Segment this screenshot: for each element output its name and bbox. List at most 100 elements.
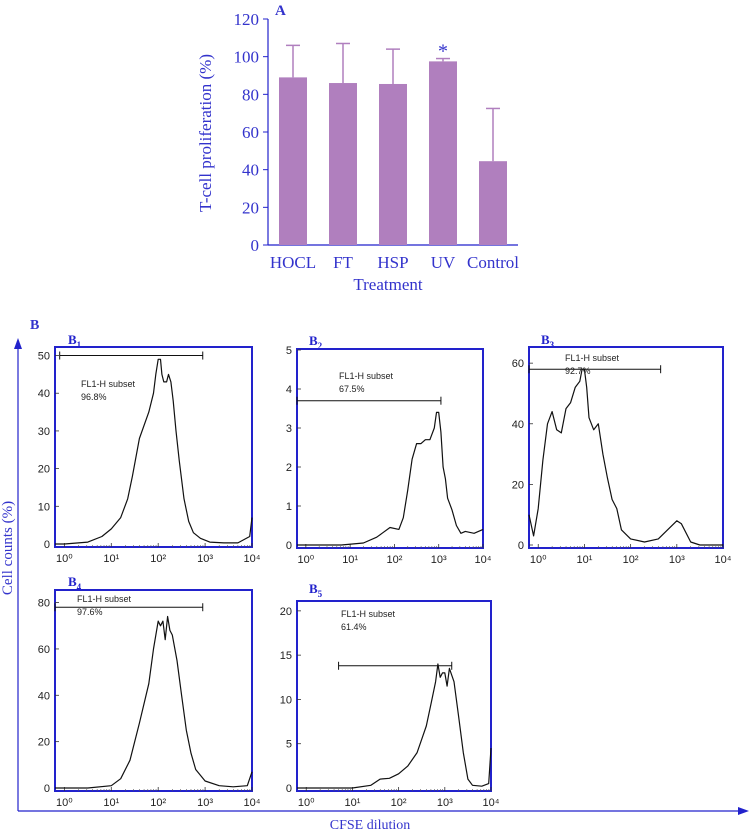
histogram-x-tick-label: 10⁰ <box>298 797 315 809</box>
histogram-title-subscript: 5 <box>318 589 323 599</box>
histogram-title-subscript: 3 <box>550 340 555 350</box>
histogram-x-tick-label: 10¹ <box>103 553 119 565</box>
histogram-x-tick-label: 10⁰ <box>530 554 547 566</box>
histogram-x-tick-label: 10⁴ <box>244 797 261 809</box>
histogram-x-tick-label: 10³ <box>431 554 447 566</box>
histogram-y-tick-label: 50 <box>38 351 50 363</box>
histogram-y-tick-label: 40 <box>512 419 524 431</box>
histogram-title: B2 <box>309 333 323 351</box>
panel-a-y-tick-label: 100 <box>234 48 260 67</box>
histogram-x-tick-label: 10⁴ <box>475 554 492 566</box>
histogram-y-tick-label: 80 <box>38 598 50 610</box>
panel-a-y-tick-label: 40 <box>242 161 259 180</box>
histogram-title: B1 <box>68 332 82 350</box>
panel-b-x-axis-title: CFSE dilution <box>330 818 411 831</box>
gate-label: FL1-H subset <box>565 353 620 363</box>
gate-percent: 61.4% <box>341 622 367 632</box>
histogram-x-tick-label: 10³ <box>197 553 213 565</box>
histogram-x-tick-label: 10⁴ <box>715 554 732 566</box>
histogram-y-tick-label: 0 <box>286 783 292 795</box>
histogram-frame <box>54 589 253 792</box>
histogram-y-tick-label: 30 <box>38 426 50 438</box>
gate-percent: 96.8% <box>81 392 107 402</box>
histogram-x-tick-label: 10¹ <box>576 554 592 566</box>
bar-hsp <box>379 83 407 245</box>
significance-marker: * <box>438 41 448 63</box>
histogram-y-tick-label: 0 <box>518 540 524 552</box>
histogram-y-tick-label: 20 <box>38 464 50 476</box>
histogram-x-tick-label: 10³ <box>669 554 685 566</box>
histogram-x-tick-label: 10¹ <box>344 797 360 809</box>
histogram-y-tick-label: 1 <box>286 501 292 513</box>
histogram-x-tick-label: 10⁰ <box>298 554 315 566</box>
panel-a-category-label: HSP <box>377 253 408 272</box>
gate-label: FL1-H subset <box>339 371 394 381</box>
histogram-y-tick-label: 60 <box>38 644 50 656</box>
histogram-y-tick-label: 5 <box>286 345 292 357</box>
histogram-trace <box>297 411 484 546</box>
panel-a-y-axis-title: T-cell proliferation (%) <box>196 54 215 212</box>
gate-percent: 97.6% <box>77 607 103 617</box>
gate-label: FL1-H subset <box>77 594 132 604</box>
bar-uv <box>429 61 457 245</box>
histogram-title: B5 <box>309 581 323 599</box>
histogram-x-tick-label: 10³ <box>197 797 213 809</box>
panel-a-category-label: FT <box>333 253 353 272</box>
histogram-y-tick-label: 4 <box>286 384 292 396</box>
histogram-y-tick-label: 40 <box>38 388 50 400</box>
bar-control <box>479 161 507 245</box>
histogram-title-letter: B <box>309 333 318 348</box>
panel-a-x-axis-title: Treatment <box>353 275 423 294</box>
histogram-frame <box>54 346 253 548</box>
histogram-y-tick-label: 0 <box>44 539 50 551</box>
panel-a-chart: 0 20 40 60 80 100 120 HOCL FT HSP UV * Control A Treat… <box>196 3 519 294</box>
histogram-y-tick-label: 2 <box>286 462 292 474</box>
histogram-title: B3 <box>541 332 555 350</box>
histogram-y-tick-label: 20 <box>38 737 50 749</box>
gate-percent: 92.7% <box>565 366 591 376</box>
gate-label: FL1-H subset <box>81 379 136 389</box>
histogram-x-tick-label: 10³ <box>437 797 453 809</box>
histogram-title-letter: B <box>68 332 77 347</box>
histogram-x-tick-label: 10¹ <box>342 554 358 566</box>
histogram-y-tick-label: 60 <box>512 358 524 370</box>
histogram-title-letter: B <box>309 581 318 596</box>
panel-b-y-arrow <box>14 338 22 349</box>
panel-a-category-label: Control <box>467 253 519 272</box>
histogram-y-tick-label: 15 <box>280 650 292 662</box>
histogram-x-tick-label: 10² <box>386 554 402 566</box>
histogram-trace <box>55 358 253 545</box>
histogram-y-tick-label: 0 <box>44 783 50 795</box>
histogram-y-tick-label: 5 <box>286 739 292 751</box>
panel-a-y-tick-label: 60 <box>242 123 259 142</box>
histogram-title-subscript: 1 <box>77 340 82 350</box>
panel-a-y-tick-label: 80 <box>242 85 259 104</box>
panel-b-label: B <box>30 318 39 333</box>
histogram-trace <box>55 615 253 789</box>
bar-ft <box>329 83 357 246</box>
histogram-x-tick-label: 10¹ <box>103 797 119 809</box>
histogram-x-tick-label: 10⁰ <box>56 553 73 565</box>
gate-label: FL1-H subset <box>341 609 396 619</box>
panel-b-x-arrow <box>738 807 749 815</box>
histogram-title-subscript: 4 <box>77 582 82 592</box>
histogram-title-subscript: 2 <box>318 341 323 351</box>
histogram-frame <box>528 346 724 549</box>
histogram-title-letter: B <box>541 332 550 347</box>
histogram-frame <box>296 600 492 792</box>
histogram-x-tick-label: 10² <box>391 797 407 809</box>
histogram-x-tick-label: 10⁰ <box>56 797 73 809</box>
panel-a-y-tick-label: 0 <box>251 236 260 255</box>
gate-percent: 67.5% <box>339 384 365 394</box>
histogram-x-tick-label: 10² <box>150 553 166 565</box>
panel-a-y-tick-label: 20 <box>242 198 259 217</box>
histogram-y-tick-label: 10 <box>38 501 50 513</box>
histogram-y-tick-label: 3 <box>286 423 292 435</box>
histogram-x-tick-label: 10² <box>150 797 166 809</box>
histogram-x-tick-label: 10⁴ <box>244 553 261 565</box>
histogram-x-tick-label: 10⁴ <box>483 797 500 809</box>
